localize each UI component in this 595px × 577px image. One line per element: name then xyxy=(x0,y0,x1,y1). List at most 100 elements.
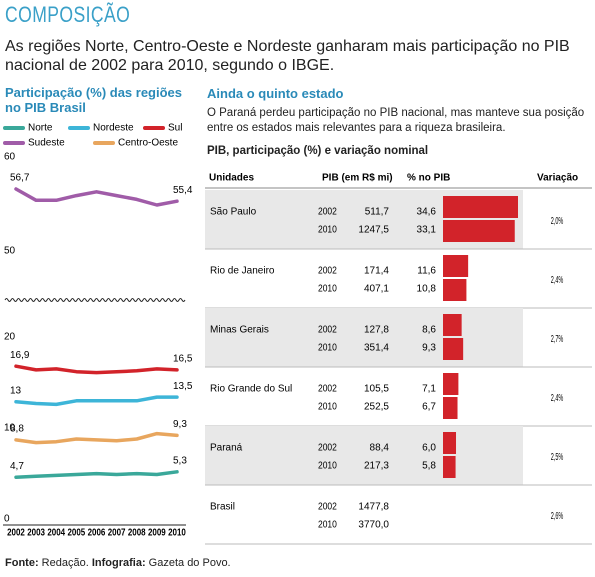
variation: 2,7% xyxy=(551,333,564,344)
pib: 1247,5 xyxy=(358,225,389,236)
share-label: 33,1 xyxy=(417,225,437,236)
legend-label: Nordeste xyxy=(93,123,134,134)
series-line xyxy=(14,364,179,375)
source: Fonte: Redação. Infografia: Gazeta do Po… xyxy=(5,557,231,569)
variation: 2,4% xyxy=(551,274,564,285)
column-header: PIB (em R$ mi) xyxy=(322,173,393,184)
y-tick-label: 20 xyxy=(4,332,16,343)
page-title: COMPOSIÇÃO xyxy=(5,2,131,27)
x-tick-label: 2007 xyxy=(108,527,126,538)
share-label: 6,0 xyxy=(422,443,436,454)
series-line xyxy=(14,431,179,445)
year: 2002 xyxy=(318,383,337,394)
source-text: Redação. xyxy=(41,557,89,569)
year: 2010 xyxy=(318,519,337,530)
x-tick-label: 2009 xyxy=(148,527,166,538)
share-label: 6,7 xyxy=(422,402,436,413)
pib: 3770,0 xyxy=(358,520,389,531)
legend-label: Centro-Oeste xyxy=(118,138,178,149)
x-tick-label: 2006 xyxy=(88,527,106,538)
share-bar xyxy=(443,196,518,218)
column-header: Variação xyxy=(537,173,578,184)
value-label: 4,7 xyxy=(10,461,24,472)
pib: 171,4 xyxy=(364,266,389,277)
source-label: Fonte: xyxy=(5,557,39,569)
x-tick-label: 2004 xyxy=(47,527,65,538)
pib: 511,7 xyxy=(365,207,390,218)
value-label: 16,5 xyxy=(173,353,193,364)
share-label: 8,6 xyxy=(422,325,436,336)
share-bar xyxy=(443,456,456,478)
row-name: Rio de Janeiro xyxy=(210,266,275,277)
variation: 2,5% xyxy=(551,451,564,462)
value-label: 56,7 xyxy=(10,173,30,184)
row-band xyxy=(205,308,523,367)
share-bar xyxy=(443,220,515,242)
table-title: Ainda o quinto estado xyxy=(207,86,344,101)
table-caption: PIB, participação (%) e variação nominal xyxy=(207,145,429,157)
axis-break xyxy=(4,298,186,302)
year: 2002 xyxy=(318,501,337,512)
pib: 407,1 xyxy=(364,284,389,295)
row-name: São Paulo xyxy=(210,207,257,218)
row-name: Minas Gerais xyxy=(210,325,269,336)
row-name: Brasil xyxy=(210,502,235,513)
year: 2010 xyxy=(318,342,337,353)
share-bar xyxy=(443,397,458,419)
row-name: Rio Grande do Sul xyxy=(210,384,292,395)
source-text: Gazeta do Povo. xyxy=(148,557,231,569)
source-label: Infografia: xyxy=(91,557,146,569)
value-label: 5,3 xyxy=(173,455,187,466)
pib: 127,8 xyxy=(364,325,389,336)
y-tick-label: 0 xyxy=(4,514,10,525)
chart-title: Participação (%) das regiões no PIB Bras… xyxy=(5,85,183,115)
variation: 2,0% xyxy=(551,215,564,226)
value-label: 13 xyxy=(10,385,22,396)
table-text: O Paraná perdeu participação no PIB naci… xyxy=(207,107,585,134)
pib: 1477,8 xyxy=(358,502,389,513)
legend-label: Norte xyxy=(28,123,53,134)
row-band xyxy=(205,426,523,485)
pib: 105,5 xyxy=(364,384,389,395)
year: 2002 xyxy=(318,324,337,335)
column-header: % no PIB xyxy=(407,173,450,184)
x-tick-label: 2005 xyxy=(67,527,85,538)
variation: 2,4% xyxy=(551,392,564,403)
share-bar xyxy=(443,314,462,336)
value-label: 9,3 xyxy=(173,419,187,430)
share-bar xyxy=(443,279,467,301)
year: 2010 xyxy=(318,401,337,412)
y-tick-label: 60 xyxy=(4,152,16,163)
share-label: 9,3 xyxy=(422,343,436,354)
legend-label: Sul xyxy=(168,123,182,134)
variation: 2,6% xyxy=(551,510,564,521)
share-bar xyxy=(443,338,464,360)
pib: 252,5 xyxy=(364,402,389,413)
value-label: 55,4 xyxy=(173,185,193,196)
column-header: Unidades xyxy=(209,173,254,184)
year: 2010 xyxy=(318,224,337,235)
share-label: 5,8 xyxy=(422,461,436,472)
share-label: 34,6 xyxy=(417,207,437,218)
subtitle: As regiões Norte, Centro-Oeste e Nordest… xyxy=(5,38,570,74)
x-tick-label: 2010 xyxy=(168,527,186,538)
legend-label: Sudeste xyxy=(28,138,65,149)
row-name: Paraná xyxy=(210,443,243,454)
share-bar xyxy=(443,255,469,277)
series-line xyxy=(14,470,179,479)
series-line xyxy=(14,395,179,407)
series-line xyxy=(14,187,179,207)
pib: 88,4 xyxy=(370,443,390,454)
pib: 351,4 xyxy=(364,343,389,354)
value-label: 16,9 xyxy=(10,350,30,361)
year: 2010 xyxy=(318,460,337,471)
share-bar xyxy=(443,432,457,454)
share-label: 11,6 xyxy=(417,266,436,277)
x-tick-label: 2003 xyxy=(27,527,45,538)
year: 2010 xyxy=(318,283,337,294)
year: 2002 xyxy=(318,265,337,276)
share-label: 7,1 xyxy=(422,384,436,395)
share-bar xyxy=(443,373,459,395)
